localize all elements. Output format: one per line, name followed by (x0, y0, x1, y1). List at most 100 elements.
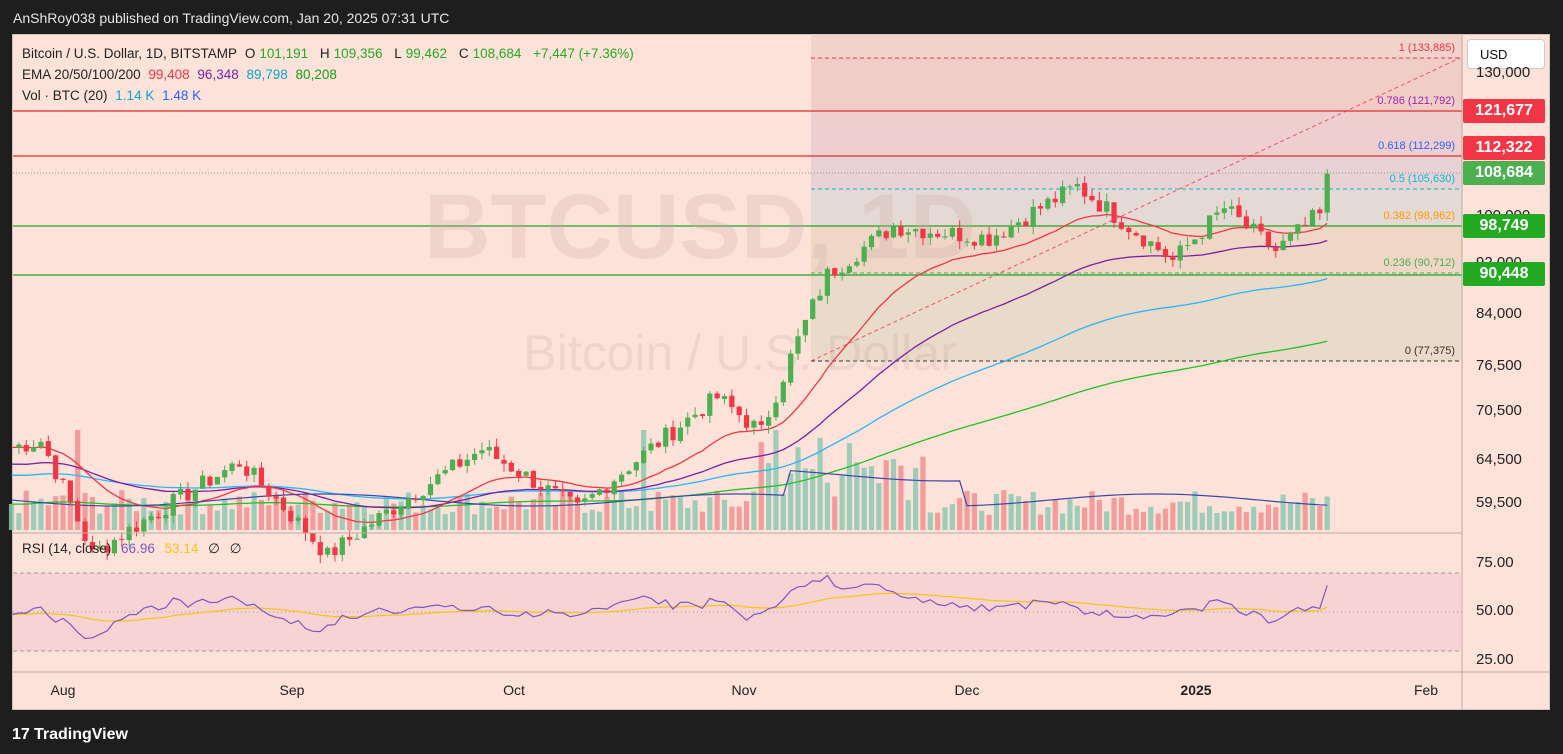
candle-body (773, 402, 779, 418)
candle-body (619, 474, 625, 482)
rsi-line (11, 574, 1328, 640)
volume-bar (824, 482, 830, 530)
volume-bar (155, 509, 162, 530)
rsi-label[interactable]: RSI (14, close) (22, 541, 112, 556)
volume-bar (582, 512, 588, 530)
volume-bar (1162, 508, 1169, 530)
volume-bar (1030, 492, 1036, 530)
candle-body (596, 489, 603, 495)
candle-body (611, 481, 617, 495)
candle-body (670, 427, 676, 441)
volume-bar (45, 505, 51, 530)
vol-label[interactable]: Vol · BTC (20) (22, 88, 108, 103)
candle-body (1162, 249, 1169, 258)
close-label: C 108,684 (458, 46, 522, 61)
ema50-value: 96,348 (197, 67, 239, 82)
candle-body (332, 547, 338, 555)
candle-body (1118, 222, 1124, 229)
volume-bar (1214, 512, 1220, 530)
volume-bar (788, 473, 794, 530)
candle-body (530, 471, 536, 488)
volume-bar (133, 511, 140, 530)
rsi-axis-label: 50.00 (1476, 602, 1514, 619)
volume-bar (979, 510, 985, 530)
volume-bar (1177, 501, 1183, 530)
candle-body (45, 441, 51, 456)
candle-body (53, 455, 59, 480)
volume-bar (1324, 496, 1330, 530)
price-axis-label: 59,500 (1476, 494, 1522, 511)
volume-bar (23, 490, 29, 530)
volume-bar (604, 496, 610, 530)
volume-bar (280, 510, 287, 530)
candle-body (435, 474, 441, 485)
candle-body (1096, 200, 1102, 212)
currency-button[interactable]: USD (1467, 39, 1545, 69)
volume-bar (773, 430, 779, 530)
volume-bar (832, 496, 838, 530)
candle-body (325, 547, 331, 555)
fib-label: 0.382 (98,962) (1383, 210, 1455, 222)
candle-body (148, 516, 154, 521)
volume-bar (736, 506, 742, 530)
time-axis-label: Feb (1414, 682, 1438, 698)
volume-bar (75, 430, 81, 530)
tradingview-logo[interactable]: 17 TradingView (12, 726, 128, 744)
candle-body (1133, 233, 1139, 236)
volume-bar (1207, 506, 1213, 530)
volume-bar (927, 512, 933, 530)
symbol-name[interactable]: Bitcoin / U.S. Dollar, 1D, BITSTAMP (22, 46, 238, 61)
low-label: L 99,462 (394, 46, 448, 61)
legend-ema: EMA 20/50/100/200 99,408 96,348 89,798 8… (22, 67, 341, 82)
volume-bar (1243, 512, 1249, 530)
candle-body (766, 417, 772, 426)
candle-body (1192, 239, 1198, 245)
candle-body (1052, 198, 1058, 203)
candle-body (545, 485, 551, 490)
volume-bar (890, 458, 897, 530)
price-tag: 121,677 (1463, 99, 1545, 123)
candle-body (178, 488, 184, 495)
candle-body (677, 427, 683, 442)
candle-body (111, 539, 118, 554)
candle-body (200, 475, 206, 489)
fib-label: 0.786 (121,792) (1377, 95, 1455, 107)
candle-body (427, 484, 434, 496)
volume-bar (1118, 497, 1124, 530)
candle-body (295, 517, 301, 521)
volume-bar (545, 491, 551, 530)
volume-bar (192, 502, 198, 530)
ema-label[interactable]: EMA 20/50/100/200 (22, 67, 141, 82)
volume-bar (574, 504, 581, 530)
candle-body (104, 545, 110, 553)
volume-bar (743, 501, 750, 530)
candle-body (854, 261, 860, 266)
candle-body (655, 442, 661, 447)
volume-bar (714, 490, 720, 530)
volume-bar (1104, 511, 1110, 530)
candle-body (523, 471, 529, 476)
volume-bar (310, 500, 316, 530)
volume-bar (1184, 501, 1191, 530)
candle-body (817, 295, 823, 301)
candle-body (383, 509, 389, 514)
volume-bar (810, 469, 816, 530)
volume-bar (868, 466, 875, 530)
volume-bar (780, 493, 786, 530)
volume-bar (222, 498, 228, 530)
volume-bar (1295, 502, 1301, 530)
fib-band (811, 111, 1462, 156)
candle-body (663, 427, 669, 447)
candle-body (582, 498, 588, 502)
candle-body (1126, 227, 1132, 233)
rsi-na-1: ∅ (208, 541, 220, 556)
volume-bar (325, 510, 331, 530)
volume-bar (596, 511, 603, 530)
price-axis-label: 76,500 (1476, 357, 1522, 374)
volume-bar (266, 505, 272, 530)
candle-body (883, 231, 889, 239)
volume-bar (721, 499, 728, 530)
volume-bar (971, 493, 977, 530)
candle-body (1030, 206, 1036, 227)
